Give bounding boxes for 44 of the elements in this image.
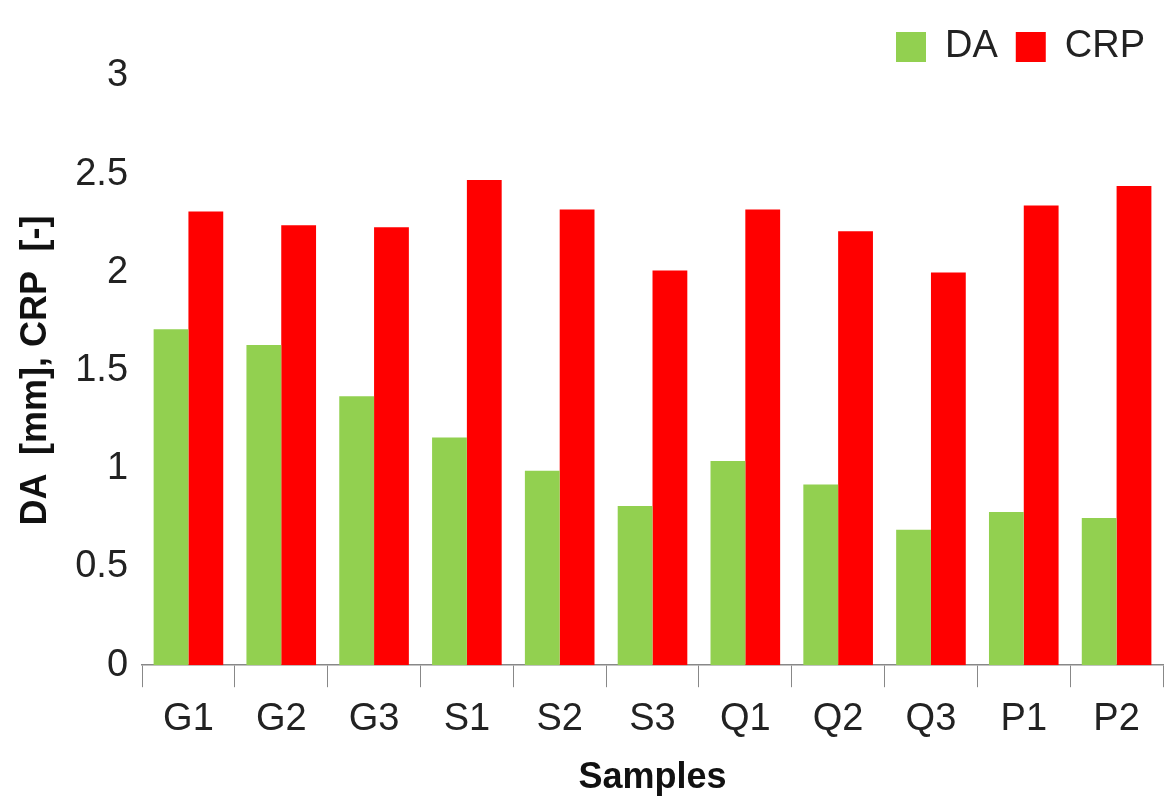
x-tick-label: G1 xyxy=(163,696,214,739)
bar xyxy=(1116,185,1152,666)
y-tick-label: 2 xyxy=(106,248,129,291)
y-tick-label: 2.5 xyxy=(75,150,129,193)
bar xyxy=(1023,205,1059,666)
bar xyxy=(524,470,560,666)
bar xyxy=(432,437,467,666)
bar xyxy=(988,512,1024,666)
x-tick-label: S1 xyxy=(443,696,491,739)
y-tick-label: 0.5 xyxy=(75,543,129,586)
x-tick-label: P1 xyxy=(1000,696,1048,739)
bar xyxy=(374,227,409,666)
bar xyxy=(466,180,502,666)
bar xyxy=(281,225,317,666)
x-axis-title: Samples xyxy=(578,755,727,797)
bar xyxy=(896,529,931,666)
x-tick-label: P2 xyxy=(1093,696,1140,739)
x-tick-label: S3 xyxy=(629,696,676,739)
bar xyxy=(188,211,224,666)
x-tick-label: Q1 xyxy=(719,696,771,739)
bar xyxy=(617,506,653,666)
y-tick-label: 3 xyxy=(106,52,129,95)
y-tick-label: 0 xyxy=(106,641,129,684)
x-tick-label: G3 xyxy=(348,696,400,739)
bar xyxy=(246,345,282,666)
bar xyxy=(930,272,966,666)
bar xyxy=(803,484,839,666)
legend-label: CRP xyxy=(1064,23,1145,66)
x-tick-label: Q2 xyxy=(812,696,864,739)
bar xyxy=(710,460,746,666)
y-tick-label: 1.5 xyxy=(75,347,129,390)
bar xyxy=(745,209,781,666)
legend-label: DA xyxy=(944,23,999,66)
bar xyxy=(153,329,189,666)
bar xyxy=(652,270,688,666)
x-tick-label: Q3 xyxy=(905,696,957,739)
bar xyxy=(339,396,375,666)
y-tick-label: 1 xyxy=(106,445,129,488)
bar xyxy=(1081,517,1117,666)
y-axis-title: DA [mm], CRP [-] xyxy=(12,215,54,526)
bar xyxy=(838,231,873,666)
bar xyxy=(559,209,595,666)
x-tick-label: S2 xyxy=(536,696,583,739)
x-tick-label: G2 xyxy=(255,696,307,739)
